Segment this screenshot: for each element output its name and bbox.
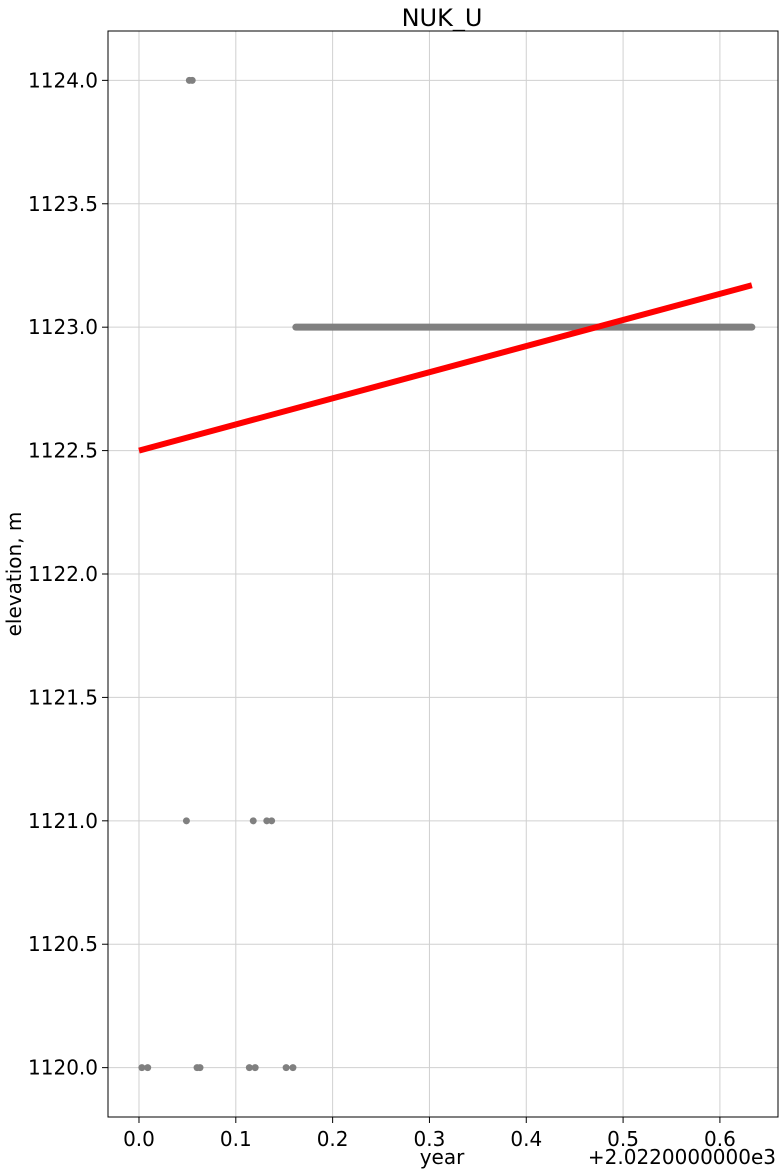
data-point xyxy=(268,817,276,825)
x-tick-label: 0.2 xyxy=(317,1127,349,1151)
data-point xyxy=(282,1064,290,1072)
y-tick-label: 1122.0 xyxy=(28,562,98,586)
data-point xyxy=(138,1064,146,1072)
data-point xyxy=(249,817,257,825)
x-axis-ticks: 0.0 0.1 0.2 0.3 0.4 0.5 0.6 xyxy=(123,1117,736,1151)
x-tick-label: 0.0 xyxy=(123,1127,155,1151)
x-axis-label: year xyxy=(420,1145,465,1169)
data-point xyxy=(196,1064,204,1072)
y-tick-label: 1123.5 xyxy=(28,192,98,216)
trend-line xyxy=(138,282,753,454)
y-tick-label: 1123.0 xyxy=(28,315,98,339)
data-point xyxy=(144,1064,152,1072)
data-point xyxy=(289,1064,297,1072)
data-points xyxy=(138,76,756,1072)
y-tick-label: 1121.0 xyxy=(28,809,98,833)
data-point xyxy=(245,1064,253,1072)
data-point xyxy=(188,76,196,84)
y-axis-label: elevation, m xyxy=(2,512,26,637)
grid xyxy=(108,31,778,1117)
y-tick-label: 1121.5 xyxy=(28,685,98,709)
x-tick-label: 0.4 xyxy=(510,1127,542,1151)
x-axis-offset-label: +2.0220000000e3 xyxy=(588,1145,776,1169)
y-axis-ticks: 1120.0 1120.5 1121.0 1121.5 1122.0 1122.5 1123… xyxy=(28,68,108,1080)
y-tick-label: 1124.0 xyxy=(28,68,98,92)
data-point xyxy=(251,1064,259,1072)
x-tick-label: 0.5 xyxy=(607,1127,639,1151)
y-tick-label: 1122.5 xyxy=(28,439,98,463)
chart-title: NUK_U xyxy=(402,4,483,32)
x-tick-label: 0.6 xyxy=(704,1127,736,1151)
data-point xyxy=(263,817,271,825)
y-tick-label: 1120.5 xyxy=(28,932,98,956)
data-point xyxy=(182,817,190,825)
trend-line-group xyxy=(138,282,753,454)
x-tick-label: 0.1 xyxy=(220,1127,252,1151)
x-tick-label: 0.3 xyxy=(414,1127,446,1151)
y-tick-label: 1120.0 xyxy=(28,1056,98,1080)
